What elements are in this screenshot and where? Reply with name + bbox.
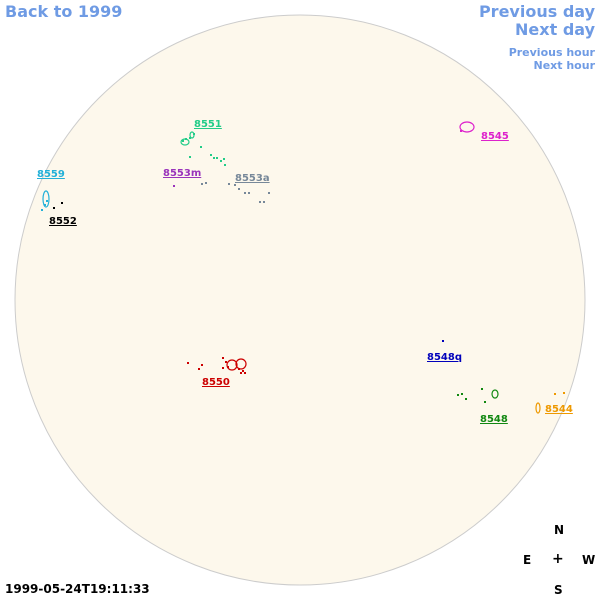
previous-day-link[interactable]: Previous day [478,2,595,21]
active-region-8552[interactable]: 8552 [49,202,77,227]
sunspot-dot [224,164,226,166]
sunspot-dot [244,372,246,374]
sunspot-dot [222,367,224,369]
next-day-link[interactable]: Next day [515,20,595,39]
sunspot-dot [220,160,222,162]
sunspot-dot [205,182,207,184]
sunspot-dot [189,156,191,158]
sunspot-dot [223,158,225,160]
sunspot-dot [187,362,189,364]
sunspot-dot [198,368,200,370]
previous-hour-link[interactable]: Previous hour [508,46,595,59]
sunspot-outline [491,389,499,399]
sunspot-dot [242,370,244,372]
sunspot-outline [226,359,238,371]
sunspot-dot [465,398,467,400]
compass-west: W [582,553,596,567]
sunspot-outline [459,121,475,133]
active-region-label-8550[interactable]: 8550 [202,377,230,388]
sunspot-dot [461,393,463,395]
sunspot-outline [42,190,50,208]
sunspot-dot [213,157,215,159]
sunspot-dot [248,192,250,194]
sunspot-outline [535,402,541,414]
sunspot-dot [200,146,202,148]
sunspot-dot [481,388,483,390]
sunspot-outline [180,138,190,146]
active-region-label-8552[interactable]: 8552 [49,216,77,227]
active-region-label-8545[interactable]: 8545 [481,131,509,142]
active-region-8548[interactable]: 8548 [457,388,508,425]
sunspot-dot [210,154,212,156]
sunspot-dot [222,357,224,359]
sunspot-dot [234,184,236,186]
compass-north: N [554,523,565,537]
compass-east: E [523,553,532,567]
active-region-8550[interactable]: 8550 [187,357,247,388]
active-region-8551[interactable]: 8551 [180,119,226,166]
sunspot-dot [244,192,246,194]
sunspot-dot [240,372,242,374]
observation-timestamp: 1999-05-24T19:11:33 [5,582,150,596]
sunspot-dot [228,183,230,185]
active-region-label-8548[interactable]: 8548 [480,414,508,425]
sunspot-dot [41,209,43,211]
active-region-label-8553a[interactable]: 8553a [235,173,270,184]
active-region-8544[interactable]: 8544 [535,392,573,415]
sunspot-dot [44,204,46,206]
sunspot-dot [182,140,184,142]
sunspot-dot [259,201,261,203]
sunspot-outline [235,358,247,370]
active-region-8559[interactable]: 8559 [37,169,65,211]
sunspot-dot [238,188,240,190]
next-hour-link[interactable]: Next hour [533,59,596,72]
active-region-8553m[interactable]: 8553m [163,168,201,187]
active-region-8548q[interactable]: 8548q [427,340,462,363]
active-region-label-8553m[interactable]: 8553m [163,168,201,179]
sunspot-dot [457,394,459,396]
sunspot-dot [216,157,218,159]
sunspot-dot [484,401,486,403]
sunspot-dot [173,185,175,187]
active-region-label-8551[interactable]: 8551 [194,119,222,130]
active-region-label-8559[interactable]: 8559 [37,169,65,180]
solar-disk [14,14,586,586]
sunspot-dot [53,207,55,209]
sunspot-dot [268,192,270,194]
active-region-label-8544[interactable]: 8544 [545,404,573,415]
compass-south: S [554,583,563,597]
sunspot-dot [201,364,203,366]
sunspot-dot [263,201,265,203]
sunspot-dot [46,200,48,202]
back-to-year-link[interactable]: Back to 1999 [5,2,123,21]
sunspot-dot [225,361,227,363]
sunspot-dot [189,137,191,139]
active-region-label-8548q[interactable]: 8548q [427,352,462,363]
sunspot-dot [201,183,203,185]
sunspot-dot [442,340,444,342]
sunspot-dot [554,393,556,395]
active-region-8553a[interactable]: 8553a [201,173,270,203]
active-region-8545[interactable]: 8545 [459,121,509,142]
sunspot-dot [460,130,462,132]
sunspot-dot [563,392,565,394]
compass-center: + [552,551,564,567]
sunspot-dot [61,202,63,204]
sunspot-outline [189,131,195,139]
